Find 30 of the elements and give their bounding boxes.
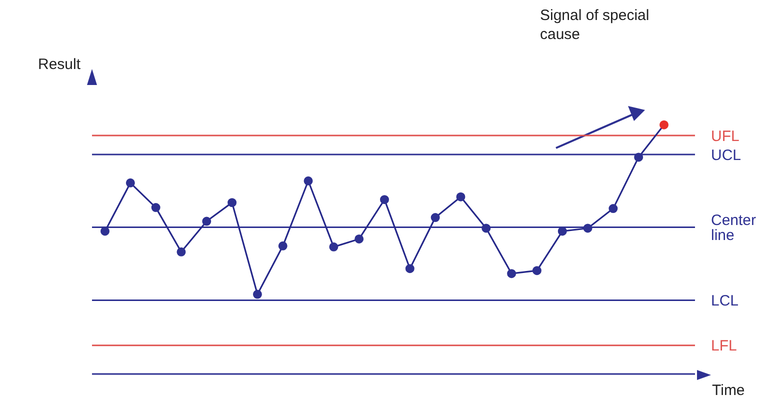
y-axis-title: Result — [38, 56, 81, 73]
point — [176, 247, 186, 256]
point — [532, 266, 542, 276]
point — [634, 152, 644, 162]
point — [608, 204, 618, 214]
point — [329, 242, 338, 252]
ref-line-label: UFL — [711, 128, 740, 145]
text: Signal of special cause — [540, 6, 650, 44]
ref-line-label: LCL — [711, 292, 739, 310]
point — [507, 269, 516, 278]
ref-line-label: LFL — [711, 338, 737, 355]
point — [304, 176, 313, 186]
point — [456, 192, 466, 202]
point — [202, 216, 212, 226]
ref-line-label: Center line — [711, 212, 756, 244]
ref-line-label: UCL — [711, 146, 742, 164]
point — [151, 203, 160, 212]
point — [100, 226, 110, 236]
x-axis-title: Time — [712, 382, 745, 399]
point — [430, 213, 440, 222]
point — [354, 234, 364, 244]
point — [126, 178, 135, 188]
point — [380, 195, 389, 204]
point — [482, 224, 491, 233]
point — [405, 264, 414, 274]
point — [583, 224, 592, 233]
point — [252, 290, 262, 299]
point — [278, 241, 288, 250]
point — [660, 120, 668, 130]
point — [228, 198, 237, 208]
